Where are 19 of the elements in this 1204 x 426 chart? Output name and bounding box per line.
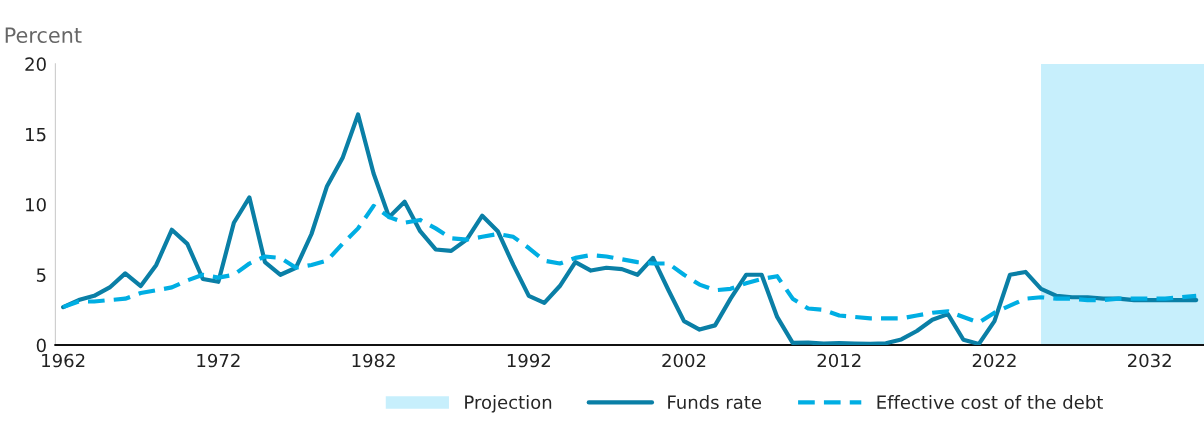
x-tick-label: 2032 [1128,353,1171,368]
x-tick-label: 1992 [507,353,550,368]
x-tick-label: 2022 [972,353,1016,368]
y-tick-label: 15 [26,127,46,142]
legend-label: Projection [465,395,552,413]
x-tick-label: 2012 [817,353,861,368]
legend-label: Effective cost of the debt [877,395,1103,410]
x-tick-label: 1972 [197,353,240,368]
x-tick-label: 1962 [42,353,85,368]
line-series [61,112,1199,346]
x-tick-label: 2002 [662,353,706,368]
y-tick-label: 5 [36,268,46,282]
line-series [61,203,1199,325]
y-axis-title: Percent [5,27,82,43]
legend-label: Funds rate [668,395,762,410]
y-tick-label: 10 [26,197,46,212]
x-tick-label: 1982 [352,353,395,368]
y-tick-label: 0 [36,338,46,353]
y-tick-label: 20 [25,57,46,72]
